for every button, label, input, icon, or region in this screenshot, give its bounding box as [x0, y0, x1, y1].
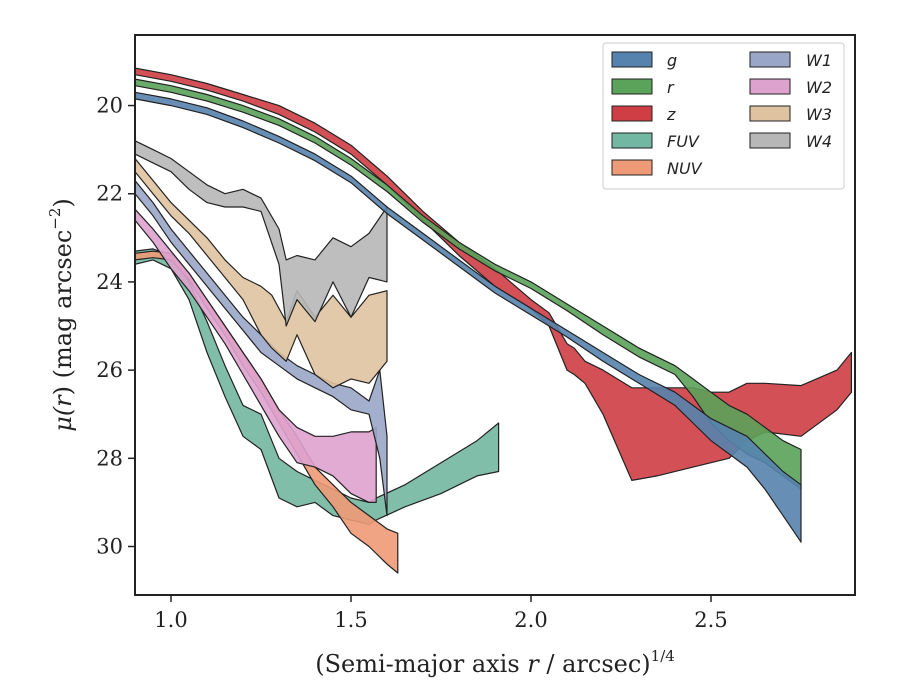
y-tick-label: 26	[96, 358, 123, 382]
series-layer	[135, 67, 852, 574]
legend-label-W3: W3	[806, 105, 832, 124]
legend-swatch-W4	[749, 132, 791, 149]
series-band-g	[135, 91, 802, 543]
legend-label-W4: W4	[806, 132, 832, 151]
legend-label-z: z	[666, 105, 676, 124]
legend-label-FUV: FUV	[667, 132, 700, 151]
y-tick-label: 20	[96, 94, 123, 118]
legend-swatch-FUV	[611, 132, 653, 149]
y-tick-label: 28	[96, 446, 123, 470]
legend-swatch-W3	[749, 105, 791, 122]
y-tick-label: 30	[96, 534, 123, 558]
series-band-W4	[135, 140, 388, 327]
y-tick-label: 24	[96, 270, 123, 294]
legend-swatch-g	[611, 51, 653, 68]
y-axis-label-close: )	[49, 386, 77, 395]
x-tick-label: 2.5	[694, 608, 727, 632]
x-axis-label-main: (Semi-major axis	[315, 650, 527, 678]
series-band-FUV	[135, 248, 500, 525]
x-axis-label-sup: 1/4	[651, 647, 675, 665]
legend-swatch-NUV	[611, 159, 653, 176]
legend-swatch-W1	[749, 51, 791, 68]
plot-frame	[134, 34, 856, 596]
x-axis-label-var: r	[527, 650, 540, 678]
legend-label-r: r	[667, 78, 675, 97]
legend-swatch-W2	[749, 78, 791, 95]
series-band-W3	[135, 157, 388, 389]
legend: grz FUV NUV W1 W2 W3 W4	[602, 42, 845, 190]
legend-label-W2: W2	[806, 78, 832, 97]
y-axis-label-mu: μ(	[49, 406, 77, 432]
series-band-W1	[135, 179, 388, 517]
y-axis-label-end: )	[49, 198, 77, 207]
x-axis-label: (Semi-major axis r / arcsec)1/4	[315, 647, 675, 678]
legend-swatch-z	[611, 105, 653, 122]
series-band-W2	[135, 208, 377, 503]
x-tick-label: 1.0	[154, 608, 187, 632]
y-axis-label-var: r	[49, 394, 77, 407]
y-axis-label-sup: −2	[46, 208, 64, 230]
legend-label-NUV: NUV	[667, 159, 703, 178]
x-tick-label: 2.0	[514, 608, 547, 632]
y-axis-label-unit: (mag arcsec	[49, 230, 77, 386]
x-axis: 1.0 1.5 2.0 2.5	[154, 595, 728, 632]
y-axis-label: μ(r) (mag arcsec−2)	[46, 198, 77, 432]
x-axis-label-rest: / arcsec)	[539, 650, 651, 678]
legend-swatch-r	[611, 78, 653, 95]
legend-label-W1: W1	[806, 51, 832, 70]
y-axis: 20 22 24 26 28 30	[96, 94, 135, 558]
x-tick-label: 1.5	[334, 608, 367, 632]
legend-label-g: g	[667, 51, 677, 70]
y-tick-label: 22	[96, 182, 123, 206]
